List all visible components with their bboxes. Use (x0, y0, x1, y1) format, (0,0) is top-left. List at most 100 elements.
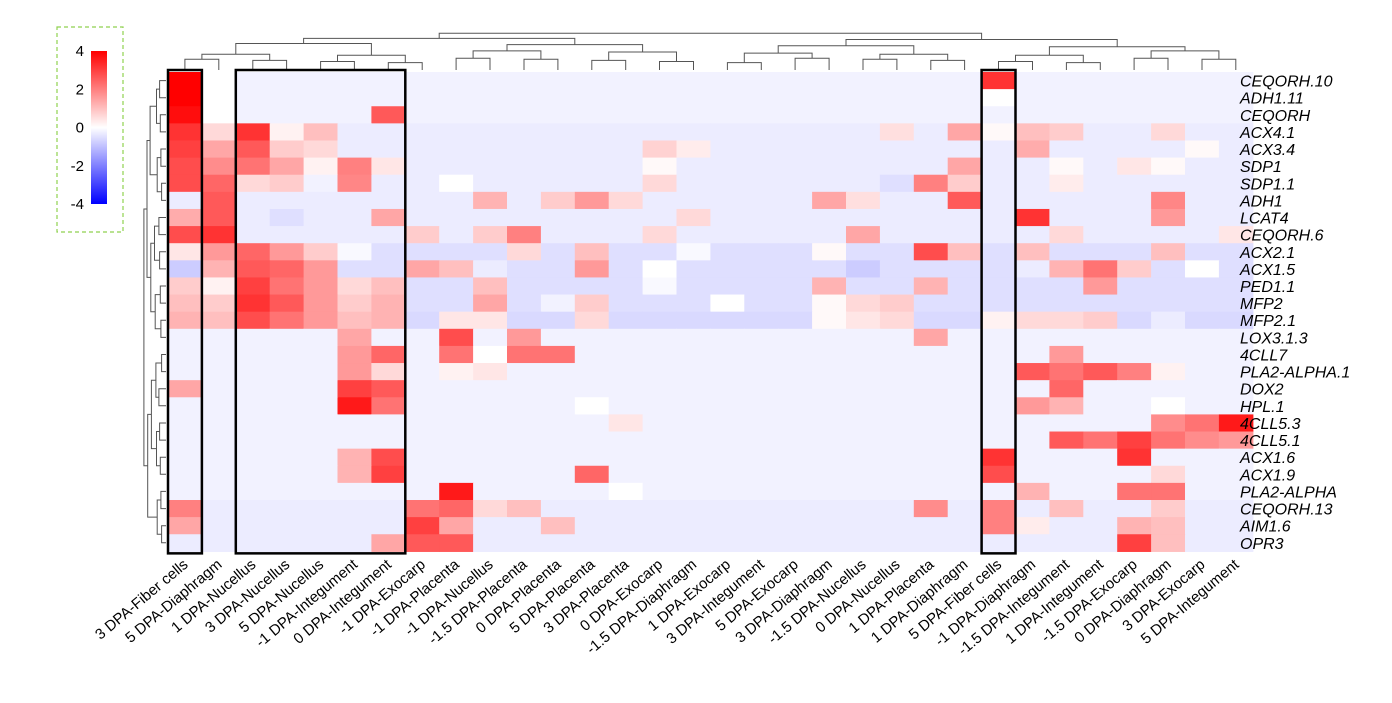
heatmap-cell (846, 482, 881, 501)
heatmap-cell (303, 431, 339, 450)
heatmap-cell (439, 397, 474, 415)
heatmap-cell (744, 243, 779, 261)
heatmap-cell (439, 191, 474, 210)
heatmap-cell (439, 482, 474, 501)
heatmap-cell (947, 328, 983, 347)
heatmap-cell (642, 345, 678, 364)
heatmap-cell (744, 277, 779, 296)
heatmap-cell (371, 465, 406, 484)
heatmap-cell (1049, 380, 1084, 398)
heatmap-cell (1117, 448, 1152, 467)
heatmap-cell (846, 397, 881, 415)
heatmap-cell (473, 380, 508, 398)
heatmap-cell (846, 226, 881, 244)
heatmap-cell (778, 345, 813, 364)
heatmap-cell (642, 72, 678, 90)
heatmap-cell (642, 89, 678, 107)
heatmap-cell (710, 72, 745, 90)
heatmap-cell (1218, 397, 1254, 415)
heatmap-cell (1083, 328, 1118, 347)
heatmap-cell (473, 174, 508, 193)
heatmap-cell (778, 191, 813, 210)
row-label: 4CLL7 (1240, 347, 1288, 364)
heatmap-cell (269, 345, 305, 364)
heatmap-cell (812, 465, 847, 484)
heatmap-cell (608, 226, 644, 244)
heatmap-cell (303, 243, 339, 261)
heatmap-cell (405, 448, 440, 467)
heatmap-cell (269, 277, 305, 296)
heatmap-cell (1049, 260, 1084, 279)
heatmap-cell (1049, 72, 1084, 90)
heatmap-cell (1218, 123, 1254, 142)
heatmap-cell (168, 174, 203, 193)
heatmap-cell (168, 482, 203, 501)
row-label: OPR3 (1240, 536, 1284, 553)
heatmap-cell (608, 465, 644, 484)
heatmap-cell (812, 448, 847, 467)
heatmap-cell (812, 397, 847, 415)
heatmap-cell (812, 123, 847, 142)
row-labels: CEQORH.10ADH1.11CEQORHACX4.1ACX3.4SDP1SD… (1239, 74, 1350, 553)
heatmap-cell (846, 328, 881, 347)
heatmap-cell (1151, 89, 1186, 107)
heatmap-cell (507, 482, 542, 501)
heatmap-cell (947, 431, 983, 450)
heatmap-cell (269, 517, 305, 535)
heatmap-cell (269, 414, 305, 433)
heatmap-cell (710, 191, 745, 210)
heatmap-cell (879, 277, 915, 296)
heatmap-cell (1049, 482, 1084, 501)
heatmap-cell (642, 157, 678, 176)
heatmap-cell (1185, 517, 1220, 535)
heatmap-cell (574, 243, 610, 261)
heatmap-cell (1185, 123, 1220, 142)
heatmap-cell (913, 174, 949, 193)
heatmap-cell (778, 517, 813, 535)
heatmap-cell (540, 482, 576, 501)
heatmap-cell (1185, 345, 1220, 364)
heatmap-cell (710, 140, 745, 159)
heatmap-cell (1151, 123, 1186, 142)
heatmap-cell (1049, 448, 1084, 467)
heatmap-cell (1015, 123, 1050, 142)
heatmap-cell (642, 174, 678, 193)
heatmap-cell (676, 448, 711, 467)
heatmap-cell (608, 534, 644, 552)
heatmap-cell (371, 414, 406, 433)
heatmap-cell (710, 500, 745, 518)
heatmap-cell (235, 89, 271, 107)
heatmap-cell (1049, 106, 1084, 124)
legend-color-bar (91, 51, 107, 204)
heatmap-cell (676, 89, 711, 107)
row-label: CEQORH.13 (1240, 502, 1333, 519)
heatmap-cell (507, 174, 542, 193)
heatmap-cell (405, 363, 440, 381)
heatmap-cell (1185, 140, 1220, 159)
heatmap-cell (913, 345, 949, 364)
heatmap-cell (981, 448, 1017, 467)
heatmap-cell (201, 260, 237, 279)
heatmap-cell (201, 397, 237, 415)
heatmap-cell (540, 89, 576, 107)
heatmap-cell (913, 414, 949, 433)
heatmap-cell (1185, 431, 1220, 450)
heatmap-cell (235, 174, 271, 193)
heatmap-cell (1185, 174, 1220, 193)
heatmap-cell (405, 431, 440, 450)
heatmap-cell (371, 226, 406, 244)
heatmap-cell (1015, 534, 1050, 552)
heatmap-cell (744, 431, 779, 450)
heatmap-cell (337, 500, 372, 518)
heatmap-cell (540, 465, 576, 484)
heatmap-cell (1117, 294, 1152, 313)
heatmap-cell (710, 482, 745, 501)
row-dendrogram-branch (147, 413, 158, 518)
heatmap-cell (405, 517, 440, 535)
heatmap-cell (371, 482, 406, 501)
heatmap-cell (1151, 157, 1186, 176)
heatmap-cell (981, 123, 1017, 142)
heatmap-cell (540, 277, 576, 296)
heatmap-cell (1151, 208, 1186, 227)
